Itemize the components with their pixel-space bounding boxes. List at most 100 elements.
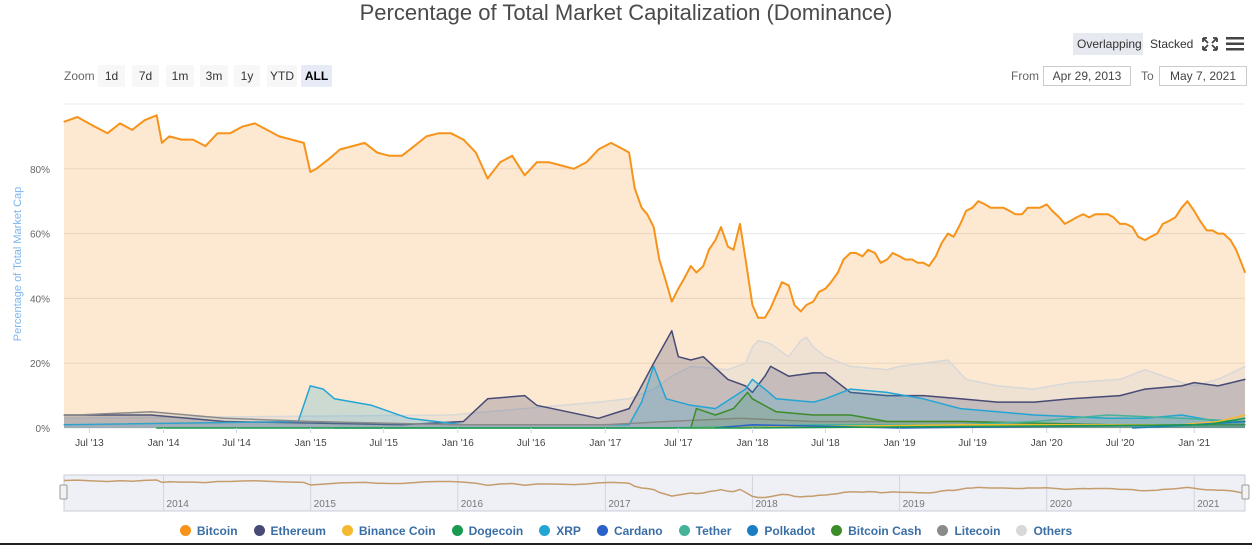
series-area — [690, 392, 1245, 428]
data-point — [1021, 213, 1023, 215]
data-point — [475, 152, 477, 154]
legend-item-cardano[interactable]: Cardano — [596, 524, 663, 538]
navigator-year-label: 2019 — [903, 499, 926, 510]
data-point — [996, 207, 999, 209]
legend-item-polkadot[interactable]: Polkadot — [747, 524, 815, 538]
legend-item-others[interactable]: Others — [1016, 524, 1072, 538]
from-date-input[interactable] — [1043, 66, 1131, 86]
legend-item-ethereum[interactable]: Ethereum — [253, 524, 326, 538]
legend-item-litecoin[interactable]: Litecoin — [937, 524, 1000, 538]
data-point — [309, 171, 311, 173]
data-point — [536, 161, 538, 163]
legend-label: Binance Coin — [358, 524, 436, 538]
data-point — [1193, 385, 1195, 387]
data-point — [168, 135, 170, 137]
data-point — [751, 304, 754, 306]
data-point — [880, 262, 882, 264]
to-date-input[interactable] — [1159, 66, 1247, 86]
data-point — [708, 249, 710, 251]
data-point — [1244, 414, 1246, 416]
data-point — [702, 265, 704, 267]
navigator[interactable]: 2014 2015 2016 2017 2018 2019 2020 2021 — [59, 474, 1250, 512]
data-point — [192, 139, 194, 141]
data-point — [892, 252, 894, 254]
x-tick-label: Jul '15 — [369, 438, 398, 449]
data-point — [1009, 210, 1011, 212]
data-point — [63, 424, 65, 426]
data-point — [150, 414, 152, 416]
overlapping-button[interactable]: Overlapping — [1073, 33, 1143, 55]
navigator-handle-left[interactable] — [59, 484, 68, 500]
data-point — [745, 258, 747, 261]
series-bitcoin — [63, 114, 1246, 429]
legend-marker — [539, 525, 551, 536]
legend-marker — [678, 525, 690, 536]
data-point — [727, 369, 729, 371]
data-point — [739, 417, 741, 419]
data-point — [1088, 216, 1090, 218]
stacked-button[interactable]: Stacked — [1150, 37, 1194, 51]
data-point — [511, 155, 513, 157]
legend-item-binance-coin[interactable]: Binance Coin — [341, 524, 436, 538]
zoom-button-3m[interactable]: 3m — [200, 65, 228, 87]
data-point — [690, 365, 692, 367]
zoom-button-1y[interactable]: 1y — [234, 65, 260, 87]
data-point — [322, 388, 324, 390]
zoom-button-ytd[interactable]: YTD — [267, 65, 297, 87]
data-point — [1144, 388, 1146, 390]
data-point — [812, 401, 814, 403]
legend-item-bitcoin-cash[interactable]: Bitcoin Cash — [831, 524, 921, 538]
data-point — [1082, 213, 1084, 215]
data-point — [628, 398, 630, 400]
data-point — [1100, 213, 1102, 215]
navigator-handle-right[interactable] — [1241, 484, 1250, 500]
x-tick-label: Jul '17 — [664, 438, 693, 449]
data-point — [408, 417, 410, 419]
data-point — [462, 420, 464, 423]
data-point — [837, 271, 839, 274]
data-point — [824, 288, 827, 290]
data-point — [1181, 382, 1183, 384]
data-point — [450, 414, 452, 416]
legend-item-tether[interactable]: Tether — [678, 524, 731, 538]
x-tick-label: Jul '14 — [222, 438, 251, 449]
data-point — [849, 414, 852, 416]
zoom-button-all[interactable]: ALL — [301, 65, 332, 87]
data-point — [106, 132, 109, 134]
data-point — [94, 126, 96, 128]
data-point — [775, 294, 777, 296]
data-point — [805, 336, 808, 338]
data-point — [241, 126, 243, 128]
legend-item-xrp[interactable]: XRP — [539, 524, 581, 538]
data-point — [628, 424, 630, 426]
legend-marker — [341, 525, 353, 536]
data-point — [548, 161, 550, 163]
data-point — [1235, 249, 1237, 251]
legend-marker — [596, 525, 608, 536]
legend-item-dogecoin[interactable]: Dogecoin — [451, 524, 523, 538]
data-point — [1193, 210, 1195, 212]
data-point — [745, 385, 747, 387]
data-point — [788, 356, 790, 358]
data-point — [671, 375, 673, 377]
data-point — [812, 420, 814, 423]
data-point — [757, 339, 759, 342]
zoom-button-7d[interactable]: 7d — [132, 65, 159, 87]
zoom-button-1m[interactable]: 1m — [166, 65, 194, 87]
data-point — [1144, 369, 1146, 371]
data-point — [824, 356, 827, 358]
fullscreen-icon[interactable] — [1201, 36, 1219, 52]
data-point — [727, 246, 729, 248]
menu-icon[interactable] — [1226, 37, 1244, 51]
data-point — [781, 281, 783, 283]
zoom-button-1d[interactable]: 1d — [98, 65, 125, 87]
x-tick-label: Jan '19 — [884, 438, 916, 449]
data-point — [161, 142, 163, 144]
data-point — [457, 424, 459, 426]
data-point — [622, 148, 625, 150]
data-point — [653, 362, 655, 364]
data-point — [812, 346, 814, 348]
bottom-divider — [0, 543, 1252, 545]
data-point — [1046, 203, 1048, 205]
legend-item-bitcoin[interactable]: Bitcoin — [179, 524, 238, 538]
